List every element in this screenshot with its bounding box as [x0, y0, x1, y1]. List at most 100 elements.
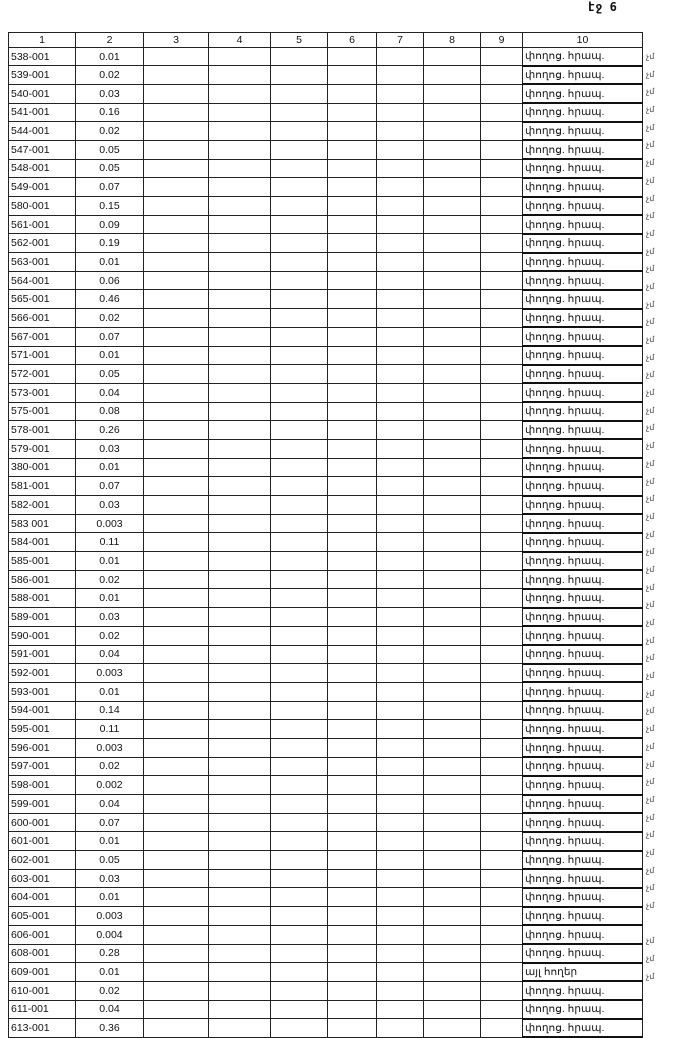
- margin-mark: չմ: [646, 441, 655, 451]
- empty-cell: [423, 737, 481, 758]
- land-use: փողոց. հրապ.: [522, 438, 643, 460]
- empty-cell: [143, 196, 209, 216]
- empty-cell: [423, 532, 481, 553]
- land-use: փողոց. հրապ.: [522, 65, 643, 86]
- empty-cell: [208, 495, 271, 515]
- empty-cell: [480, 831, 523, 852]
- table-row: 544-001 0.02 փողոց. հրապ.: [8, 121, 643, 142]
- empty-cell: [327, 924, 377, 945]
- column-header: 2: [75, 32, 144, 48]
- empty-cell: [423, 83, 481, 104]
- margin-mark: չմ: [646, 971, 655, 981]
- empty-cell: [376, 214, 424, 235]
- land-use: փողոց. հրապ.: [522, 551, 643, 572]
- margin-mark: չմ: [646, 582, 655, 592]
- empty-cell: [208, 906, 271, 926]
- empty-cell: [143, 551, 209, 571]
- table-row: 380-001 0.01 փողոց. հրապ.: [8, 457, 643, 478]
- empty-cell: [423, 719, 481, 739]
- empty-cell: [143, 495, 209, 515]
- parcel-code: 538-001: [8, 46, 76, 67]
- empty-cell: [143, 289, 209, 310]
- page-number: էջ 6: [588, 0, 617, 14]
- column-header: 10: [522, 32, 643, 48]
- empty-cell: [208, 588, 271, 609]
- empty-cell: [143, 681, 209, 702]
- empty-cell: [208, 382, 271, 403]
- empty-cell: [270, 326, 328, 347]
- parcel-code: 600-001: [8, 812, 76, 833]
- empty-cell: [423, 831, 481, 852]
- empty-cell: [143, 980, 209, 1001]
- empty-cell: [208, 139, 271, 160]
- empty-cell: [208, 83, 271, 104]
- table-row: 564-001 0.06 փողոց. հրապ.: [8, 270, 643, 291]
- empty-cell: [480, 924, 523, 945]
- empty-cell: [480, 625, 523, 646]
- land-use: փողոց. հրապ.: [522, 943, 643, 964]
- empty-cell: [376, 775, 424, 795]
- margin-mark: չմ: [646, 423, 655, 433]
- margin-mark: չմ: [646, 264, 655, 274]
- table-row: 594-001 0.14 փողոց. հրապ.: [8, 700, 643, 721]
- empty-cell: [327, 158, 377, 179]
- margin-mark: չմ: [646, 600, 655, 610]
- area-value: 0.01: [75, 962, 144, 982]
- margin-mark: չմ: [646, 193, 655, 203]
- land-use: փողոց. հրապ.: [522, 364, 643, 385]
- empty-cell: [480, 102, 523, 123]
- margin-mark: չմ: [646, 511, 655, 521]
- land-use: փողոց. հրապ.: [522, 177, 643, 198]
- empty-cell: [208, 532, 271, 553]
- empty-cell: [423, 980, 481, 1001]
- empty-cell: [208, 345, 271, 366]
- parcel-code: 540-001: [8, 83, 76, 104]
- margin-mark: չմ: [646, 777, 655, 787]
- table-row: 578-001 0.26 փողոց. հրապ.: [8, 420, 643, 441]
- margin-mark: չմ: [646, 370, 655, 380]
- empty-cell: [376, 252, 424, 272]
- empty-cell: [208, 737, 271, 758]
- table-row: 605-001 0.003 փողոց. հրապ.: [8, 906, 643, 927]
- empty-cell: [327, 794, 377, 814]
- land-use: փողոց. հրապ.: [522, 999, 643, 1020]
- margin-mark: չմ: [646, 458, 655, 468]
- empty-cell: [143, 850, 209, 870]
- empty-cell: [423, 700, 481, 721]
- empty-cell: [480, 906, 523, 926]
- empty-cell: [143, 438, 209, 459]
- empty-cell: [327, 681, 377, 702]
- empty-cell: [423, 551, 481, 571]
- margin-mark: չմ: [646, 741, 655, 751]
- empty-cell: [270, 102, 328, 123]
- area-value: 0.01: [75, 681, 144, 702]
- empty-cell: [208, 569, 271, 590]
- parcel-code: 591-001: [8, 644, 76, 665]
- empty-cell: [270, 906, 328, 926]
- empty-cell: [376, 139, 424, 160]
- empty-cell: [208, 607, 271, 627]
- parcel-code: 549-001: [8, 177, 76, 197]
- margin-mark: չմ: [646, 901, 655, 910]
- empty-cell: [208, 401, 271, 422]
- empty-cell: [423, 681, 481, 702]
- empty-cell: [208, 65, 271, 85]
- empty-cell: [480, 401, 523, 422]
- empty-cell: [423, 65, 481, 85]
- table-row: 598-001 0.002 փողոց. հրապ.: [8, 775, 643, 796]
- empty-cell: [376, 438, 424, 459]
- empty-cell: [480, 233, 523, 254]
- area-value: 0.07: [75, 326, 144, 347]
- empty-cell: [376, 607, 424, 627]
- empty-cell: [480, 308, 523, 328]
- area-value: 0.002: [75, 775, 144, 795]
- parcel-code: 596-001: [8, 737, 76, 758]
- empty-cell: [270, 438, 328, 459]
- empty-cell: [423, 962, 481, 982]
- parcel-code: 548-001: [8, 158, 76, 179]
- empty-cell: [423, 663, 481, 683]
- margin-mark: չմ: [646, 352, 655, 362]
- empty-cell: [327, 476, 377, 496]
- empty-cell: [270, 831, 328, 852]
- land-use: փողոց. հրապ.: [522, 401, 643, 422]
